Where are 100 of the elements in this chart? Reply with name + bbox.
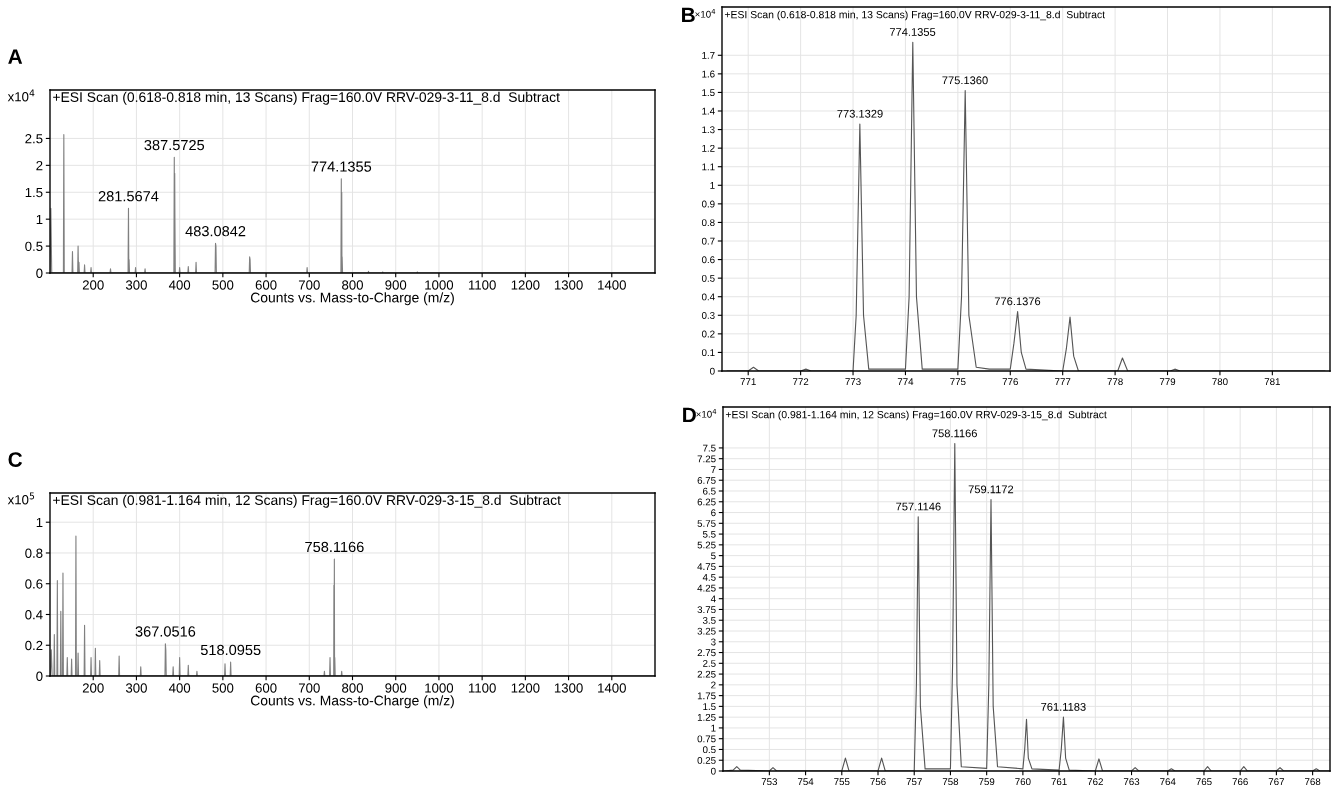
x-tick-label: 763 — [1123, 778, 1140, 786]
chart-title: C — [8, 452, 23, 467]
annotation: 761.1183 — [1041, 702, 1086, 711]
y-tick-label: 6 — [711, 509, 716, 517]
x-tick-label: 778 — [1107, 378, 1123, 386]
x-tick-label: 800 — [342, 683, 363, 693]
annotation: 758.1166 — [932, 429, 977, 438]
y-tick-label: 6.25 — [697, 498, 716, 506]
x-axis-title: Counts vs. Mass-to-Charge (m/z) — [250, 695, 454, 709]
y-tick-label: 5 — [711, 552, 716, 560]
chart-subtitle: +ESI Scan (0.981-1.164 min, 12 Scans) Frag=160.0V RRV-029-3-15_8.d Subtract — [53, 494, 561, 508]
x-tick-label: 1200 — [511, 683, 540, 693]
x-tick-label: 764 — [1160, 778, 1176, 786]
y-tick-label: 1.7 — [702, 52, 715, 59]
y-tick-label: 0.6 — [25, 579, 43, 589]
y-tick-label: 0 — [36, 671, 43, 681]
y-tick-label: 0.4 — [701, 293, 715, 301]
y-axis-title: x10$^{4}$ — [7, 89, 35, 102]
y-tick-label: 7.5 — [703, 444, 716, 452]
x-tick-label: 768 — [1305, 778, 1321, 786]
x-tick-label: 600 — [255, 683, 277, 693]
annotation: 387.5725 — [144, 139, 205, 151]
y-tick-label: 2.25 — [697, 670, 716, 678]
chart-title: A — [8, 49, 23, 64]
chart-subtitle: +ESI Scan (0.618-0.818 min, 13 Scans) Frag=160.0V RRV-029-3-11_8.d Subtract — [53, 91, 560, 105]
x-tick-label: 400 — [168, 683, 191, 693]
y-tick-label: 0.5 — [25, 241, 43, 251]
y-tick-label: 2 — [711, 681, 716, 689]
y-tick-label: 1.2 — [702, 144, 715, 152]
x-tick-label: 755 — [834, 778, 850, 786]
x-tick-label: 1100 — [468, 280, 496, 290]
y-tick-label: 1 — [710, 182, 715, 189]
y-tick-label: 0.7 — [701, 237, 715, 245]
x-tick-label: 776 — [1002, 378, 1018, 386]
y-tick-label: 4.25 — [697, 584, 716, 592]
x-tick-label: 774 — [897, 378, 914, 385]
y-tick-label: 1.75 — [697, 692, 716, 700]
x-tick-label: 200 — [82, 280, 104, 290]
x-tick-label: 773 — [845, 378, 861, 386]
x-tick-label: 762 — [1087, 778, 1103, 786]
x-tick-label: 767 — [1268, 778, 1285, 786]
x-tick-label: 800 — [342, 280, 363, 290]
annotation: 758.1166 — [305, 541, 364, 553]
x-tick-label: 1200 — [511, 280, 540, 290]
y-tick-label: 1.5 — [703, 703, 716, 710]
annotation: 483.0842 — [185, 226, 246, 237]
y-tick-label: 4.75 — [697, 563, 716, 570]
y-tick-label: 0.4 — [25, 610, 43, 620]
annotation: 775.1360 — [942, 76, 988, 85]
x-tick-label: 500 — [212, 280, 234, 290]
y-tick-label: 1.5 — [702, 89, 715, 97]
y-tick-label: 5.75 — [697, 520, 716, 527]
y-tick-label: 3.5 — [702, 616, 716, 624]
y-tick-label: 1.25 — [697, 713, 716, 721]
y-tick-label: 0.3 — [701, 312, 715, 319]
x-tick-label: 1300 — [554, 683, 583, 693]
x-tick-label: 500 — [212, 683, 234, 693]
y-tick-label: 2 — [36, 160, 43, 171]
x-tick-label: 761 — [1051, 778, 1067, 786]
y-tick-label: 4 — [710, 595, 716, 603]
y-tick-label: 0.2 — [701, 330, 715, 338]
chart-title: D — [683, 407, 696, 423]
annotation: 774.1355 — [311, 161, 372, 172]
x-tick-label: 1100 — [468, 683, 496, 693]
chart-subtitle: +ESI Scan (0.981-1.164 min, 12 Scans) Frag=160.0V RRV-029-3-15_8.d Subtract — [725, 410, 1107, 421]
y-tick-label: 1 — [36, 517, 43, 527]
y-tick-label: 2.75 — [697, 649, 716, 657]
x-tick-label: 759 — [979, 778, 995, 786]
x-tick-label: 772 — [793, 378, 809, 385]
x-tick-label: 775 — [950, 378, 966, 386]
annotation: 281.5674 — [98, 191, 159, 202]
x-tick-label: 1400 — [598, 280, 626, 290]
y-tick-label: 0.8 — [701, 219, 715, 227]
y-tick-label: 3.25 — [697, 627, 716, 635]
y-tick-label: 0.8 — [25, 548, 43, 558]
x-axis-title: Counts vs. Mass-to-Charge (m/z) — [250, 292, 454, 306]
annotation: 773.1329 — [837, 109, 883, 118]
y-tick-label: 2.5 — [25, 134, 43, 144]
x-tick-label: 200 — [82, 683, 104, 693]
x-tick-label: 1000 — [425, 280, 454, 290]
x-tick-label: 300 — [125, 683, 147, 693]
x-tick-label: 400 — [168, 280, 191, 290]
annotation: 757.1146 — [896, 502, 941, 511]
x-tick-label: 700 — [298, 280, 320, 290]
x-tick-label: 765 — [1196, 778, 1212, 786]
x-tick-label: 757 — [906, 778, 922, 786]
x-tick-label: 760 — [1015, 778, 1031, 786]
y-tick-label: 0 — [710, 367, 715, 375]
y-tick-label: 1.6 — [702, 70, 715, 78]
y-tick-label: 0.75 — [697, 735, 716, 743]
annotation: 367.0516 — [135, 626, 196, 637]
y-tick-label: 7 — [711, 466, 716, 473]
y-tick-label: 0 — [36, 268, 43, 278]
y-tick-label: 0.5 — [702, 746, 716, 754]
y-tick-label: 3 — [711, 638, 716, 646]
x-tick-label: 900 — [385, 280, 407, 290]
chart-subtitle: +ESI Scan (0.618-0.818 min, 13 Scans) Frag=160.0V RRV-029-3-11_8.d Subtract — [724, 10, 1105, 21]
x-tick-label: 300 — [125, 280, 147, 290]
x-tick-label: 1000 — [425, 683, 454, 693]
x-tick-label: 700 — [298, 683, 320, 693]
